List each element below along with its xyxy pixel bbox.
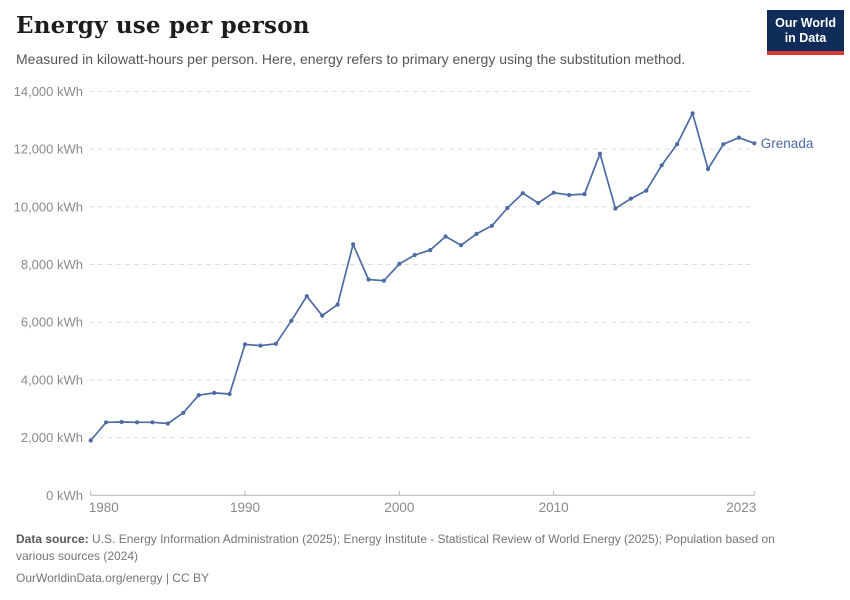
y-tick-label: 14,000 kWh — [14, 84, 83, 99]
data-point-marker[interactable] — [88, 438, 93, 443]
data-point-marker[interactable] — [273, 341, 278, 346]
y-tick-label: 4,000 kWh — [21, 372, 83, 387]
grenada-line-series[interactable] — [89, 112, 756, 442]
data-point-marker[interactable] — [165, 421, 170, 426]
data-point-marker[interactable] — [752, 141, 757, 146]
data-point-marker[interactable] — [613, 206, 618, 211]
page-title: Energy use per person — [16, 12, 310, 39]
data-point-marker[interactable] — [628, 196, 633, 201]
data-point-marker[interactable] — [258, 343, 263, 348]
y-tick-label: 0 kWh — [46, 488, 83, 503]
data-point-marker[interactable] — [351, 242, 356, 247]
data-point-marker[interactable] — [381, 278, 386, 283]
data-point-marker[interactable] — [567, 192, 572, 198]
x-tick-label: 1990 — [230, 500, 260, 515]
y-tick-label: 2,000 kWh — [21, 430, 83, 445]
data-point-marker[interactable] — [443, 234, 448, 239]
y-tick-label: 6,000 kWh — [21, 315, 83, 330]
data-point-marker[interactable] — [659, 163, 664, 168]
data-point-marker[interactable] — [597, 151, 603, 156]
data-point-marker[interactable] — [474, 231, 479, 236]
data-point-marker[interactable] — [181, 410, 186, 415]
data-point-marker[interactable] — [675, 142, 680, 147]
data-source-text: Data source: U.S. Energy Information Adm… — [16, 531, 806, 564]
data-point-marker[interactable] — [104, 420, 109, 425]
data-point-marker[interactable] — [644, 188, 649, 193]
y-tick-label: 10,000 kWh — [14, 199, 83, 214]
data-point-marker[interactable] — [520, 191, 525, 196]
y-tick-label: 8,000 kWh — [21, 257, 83, 272]
data-point-marker[interactable] — [227, 391, 232, 397]
data-point-marker[interactable] — [536, 200, 541, 206]
data-point-marker[interactable] — [705, 166, 711, 172]
data-point-marker[interactable] — [150, 420, 155, 425]
data-point-marker[interactable] — [551, 190, 556, 195]
entity-label-grenada[interactable]: Grenada — [761, 136, 814, 151]
x-tick-label: 2010 — [539, 500, 569, 515]
chart-subtitle: Measured in kilowatt-hours per person. H… — [16, 51, 686, 67]
data-point-marker[interactable] — [134, 420, 140, 425]
data-point-marker[interactable] — [335, 302, 340, 307]
x-tick-label: 1980 — [89, 500, 119, 515]
data-point-marker[interactable] — [459, 243, 464, 248]
data-point-marker[interactable] — [212, 390, 217, 395]
data-point-marker[interactable] — [505, 205, 510, 211]
footer-link-line[interactable]: OurWorldinData.org/energy | CC BY — [16, 571, 209, 586]
data-point-marker[interactable] — [304, 294, 309, 299]
logo-text-line1: Our World — [775, 16, 836, 30]
data-point-marker[interactable] — [582, 192, 587, 197]
owid-logo[interactable]: Our World in Data — [767, 10, 844, 55]
chart-footer: Data source: U.S. Energy Information Adm… — [16, 531, 822, 587]
data-point-marker[interactable] — [242, 342, 248, 347]
data-point-marker[interactable] — [428, 248, 433, 253]
data-point-marker[interactable] — [736, 135, 742, 140]
x-tick-label: 2023 — [726, 500, 756, 515]
data-source-label: Data source: — [16, 532, 89, 546]
data-point-marker[interactable] — [690, 111, 695, 116]
logo-text-line2: in Data — [784, 31, 827, 45]
data-point-marker[interactable] — [320, 313, 325, 318]
x-tick-label: 2000 — [384, 500, 414, 515]
data-source-value: U.S. Energy Information Administration (… — [16, 532, 775, 563]
data-point-marker[interactable] — [412, 252, 417, 258]
data-point-marker[interactable] — [366, 277, 371, 282]
data-point-marker[interactable] — [397, 261, 402, 266]
data-point-marker[interactable] — [721, 142, 726, 147]
data-point-marker[interactable] — [196, 393, 201, 398]
data-point-marker[interactable] — [119, 419, 124, 425]
data-point-marker[interactable] — [289, 318, 294, 323]
data-point-marker[interactable] — [489, 223, 494, 228]
y-tick-label: 12,000 kWh — [14, 142, 83, 157]
